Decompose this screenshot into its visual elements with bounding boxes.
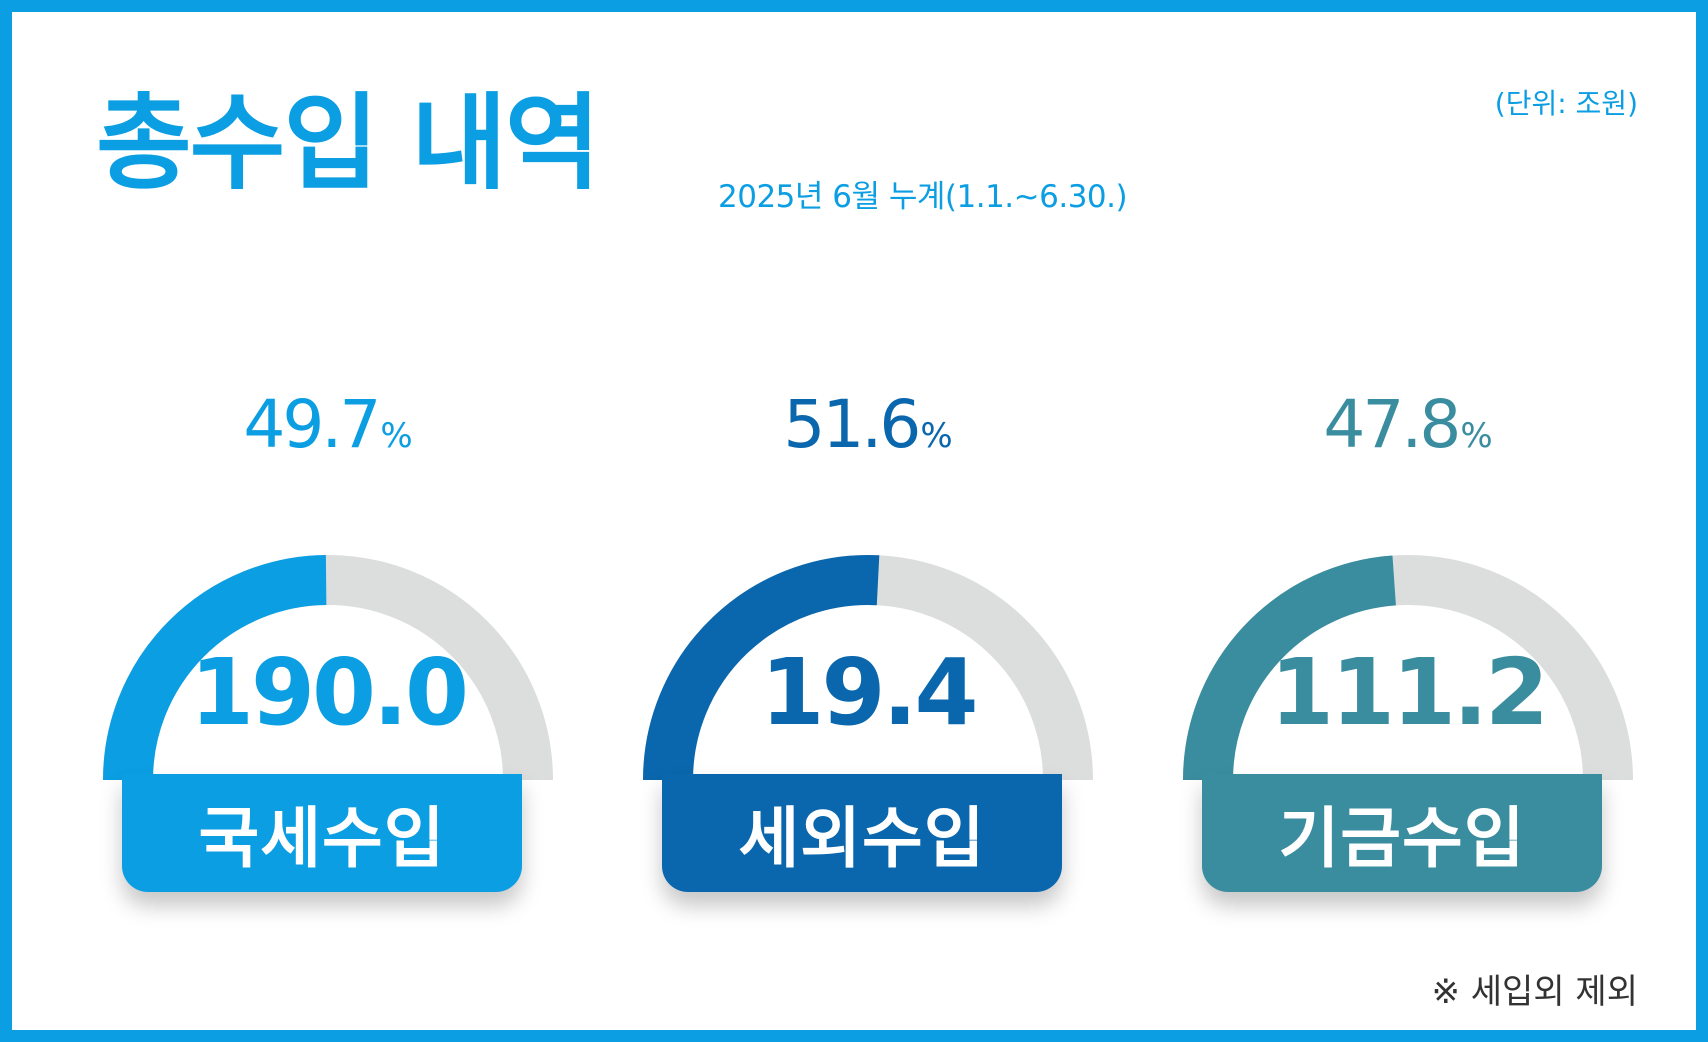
gauge-percent: 51.6% bbox=[628, 392, 1108, 458]
percent-value: 47.8 bbox=[1323, 386, 1461, 463]
gauge-percent: 47.8% bbox=[1168, 392, 1648, 458]
gauge-arc bbox=[643, 555, 1093, 780]
page-title: 총수입 내역 bbox=[96, 82, 601, 204]
period-subtitle: 2025년 6월 누계(1.1.~6.30.) bbox=[718, 179, 1128, 215]
percent-value: 49.7 bbox=[243, 386, 381, 463]
gauge-percent: 49.7% bbox=[88, 392, 568, 458]
gauge-value: 190.0 bbox=[189, 639, 469, 746]
percent-value: 51.6 bbox=[783, 386, 921, 463]
gauge-non-tax: 51.6% 19.4 세외수입 bbox=[628, 392, 1108, 912]
gauge-value: 19.4 bbox=[760, 639, 979, 746]
gauge-value: 111.2 bbox=[1269, 639, 1549, 746]
gauge-fill bbox=[1183, 555, 1397, 780]
gauge-fill bbox=[643, 555, 880, 780]
percent-sign: % bbox=[920, 416, 953, 456]
unit-label: (단위: 조원) bbox=[1494, 87, 1638, 120]
footnote: ※ 세입외 제외 bbox=[1431, 972, 1638, 1012]
category-label-non-tax: 세외수입 bbox=[662, 774, 1062, 892]
category-label-fund: 기금수입 bbox=[1202, 774, 1602, 892]
gauge-arc bbox=[103, 555, 553, 780]
gauge-fund: 47.8% 111.2 기금수입 bbox=[1168, 392, 1648, 912]
percent-sign: % bbox=[380, 416, 413, 456]
percent-sign: % bbox=[1460, 416, 1493, 456]
gauge-fill bbox=[103, 555, 327, 780]
gauge-national-tax: 49.7% 190.0 국세수입 bbox=[88, 392, 568, 912]
gauge-arc bbox=[1183, 555, 1633, 780]
category-label-national-tax: 국세수입 bbox=[122, 774, 522, 892]
